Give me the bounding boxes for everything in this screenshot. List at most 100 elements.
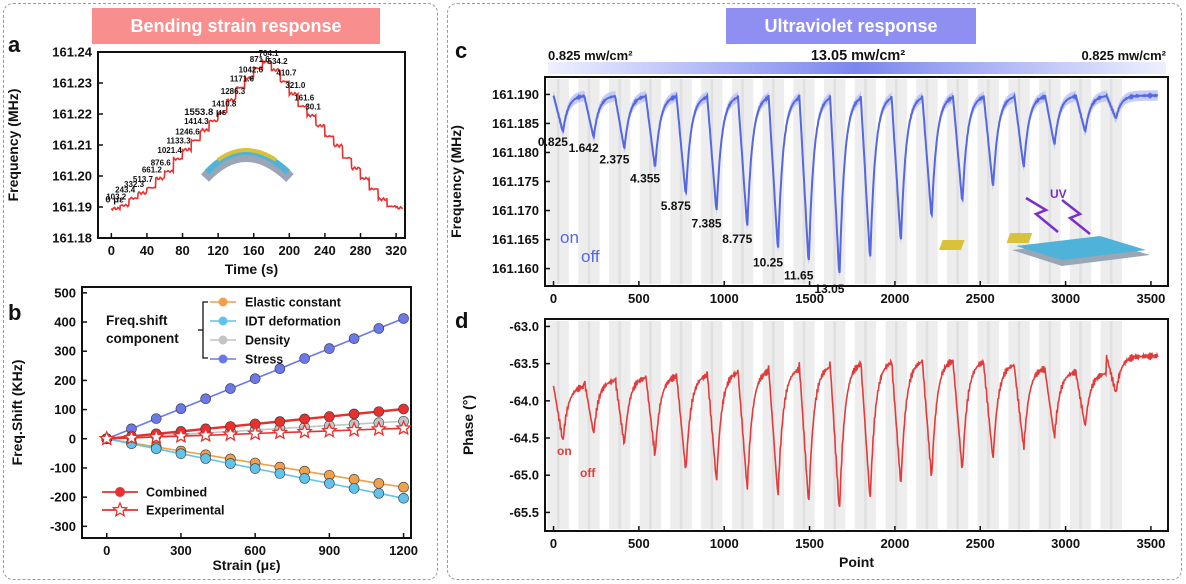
series-point xyxy=(348,333,360,344)
left-panel-frame xyxy=(3,3,438,580)
x-tick-label: 3500 xyxy=(1136,536,1165,551)
series-point xyxy=(200,453,211,464)
x-tick-label: 300 xyxy=(170,543,192,558)
ultraviolet-banner: Ultraviolet response xyxy=(726,8,976,44)
light-switch-band xyxy=(1008,321,1021,529)
y-tick-label: -65.0 xyxy=(509,468,539,483)
x-tick-label: 500 xyxy=(628,291,650,306)
series-point-star xyxy=(197,426,214,443)
light-switch-band xyxy=(578,321,591,529)
legend-label: Experimental xyxy=(146,504,225,518)
x-tick-label: 40 xyxy=(140,243,154,258)
peak-intensity-label: 7.385 xyxy=(692,216,722,230)
y-tick-label: 161.180 xyxy=(492,145,539,160)
series-point xyxy=(398,493,409,504)
chart-c-axes: 0 500 1000 1500 2000 2500 3000 3500 161.160 161.1… xyxy=(448,76,1169,306)
series-point xyxy=(274,363,286,375)
legend-label: Stress xyxy=(245,353,283,367)
strain-annotation: 1042.6 xyxy=(239,65,264,74)
x-tick-label: 2000 xyxy=(880,291,909,306)
y-tick-label: 400 xyxy=(54,315,76,330)
x-tick-label: 3500 xyxy=(1136,291,1165,306)
x-tick-label: 0 xyxy=(108,243,115,258)
light-switch-band xyxy=(710,321,723,529)
x-tick-label: 1500 xyxy=(795,291,824,306)
chart-d-frame xyxy=(544,318,1169,532)
panel-label-b: b xyxy=(8,300,22,325)
intensity-right-label: 0.825 mw/cm² xyxy=(1081,48,1166,63)
legend-bracket xyxy=(202,301,208,359)
light-switch-band xyxy=(741,79,754,284)
intensity-left-label: 0.825 mw/cm² xyxy=(548,48,633,63)
peak-intensity-label: 2.375 xyxy=(599,153,629,167)
light-switch-band xyxy=(824,79,837,284)
light-switch-band xyxy=(578,79,591,284)
x-tick-label: 240 xyxy=(314,243,336,258)
x-tick-label: 160 xyxy=(243,243,265,258)
light-switch-band xyxy=(1008,79,1021,284)
series-point xyxy=(299,353,310,364)
light-switch-band xyxy=(741,321,754,529)
light-switch-band xyxy=(547,321,560,529)
off-label: off xyxy=(581,247,600,266)
light-switch-band xyxy=(894,321,907,529)
peak-intensity-label: 5.875 xyxy=(661,199,691,213)
series-point xyxy=(175,403,187,415)
legend-label: Combined xyxy=(146,486,207,500)
strain-annotation: 704.1 xyxy=(259,49,280,58)
legend-title: Freq.shift xyxy=(106,313,168,328)
series-point xyxy=(150,413,162,424)
y-tick-label: -63.5 xyxy=(509,356,539,371)
y-tick-label: 100 xyxy=(54,402,76,417)
light-switch-band xyxy=(1039,79,1052,284)
on-label: on xyxy=(557,444,572,458)
bending-strain-banner: Bending strain response xyxy=(92,8,380,44)
strain-annotation: 871.6 xyxy=(250,55,271,64)
strain-annotation: 534.2 xyxy=(268,57,289,66)
series-point xyxy=(324,411,335,422)
x-tick-label: 0 xyxy=(550,536,557,551)
off-label: off xyxy=(580,466,596,480)
light-switch-band xyxy=(670,321,683,529)
chart-a-axes: 0 40 80 120 160 200 240 280 320 161.18 161.19 161.2… xyxy=(5,45,407,278)
light-switch-band xyxy=(1017,321,1030,529)
strain-annotation: 1133.3 xyxy=(167,137,192,146)
x-tick-label: 120 xyxy=(207,243,229,258)
light-switch-band xyxy=(824,321,837,529)
strain-annotation: 161.6 xyxy=(294,93,315,102)
strain-annotation: 661.2 xyxy=(142,165,163,174)
x-tick-label: 2500 xyxy=(966,536,995,551)
series-point xyxy=(225,458,236,469)
strain-annotation: 243.4 xyxy=(115,185,136,194)
chart-b-axes: 0 300 600 900 1200 -300 -200 -100 0 100 200 300 400 5… xyxy=(9,285,418,573)
strain-annotation: 1246.6 xyxy=(175,127,200,136)
light-switch-band xyxy=(556,79,569,284)
chart-b-frame xyxy=(81,286,412,539)
x-tick-label: 0 xyxy=(550,291,557,306)
series-point-star xyxy=(98,430,116,446)
light-switch-band xyxy=(864,321,877,529)
chart-d-axes: 0 500 1000 1500 2000 2500 3000 3500 -65.5 -65.0 -6… xyxy=(460,318,1169,570)
legend-title-2: component xyxy=(106,331,179,346)
light-switch-band xyxy=(639,321,652,529)
strain-annotation: 876.6 xyxy=(151,158,172,167)
device-film xyxy=(1016,236,1146,260)
light-switch-band xyxy=(956,321,969,529)
light-switch-band xyxy=(1100,321,1113,529)
light-switch-band xyxy=(916,321,929,529)
light-switch-band xyxy=(556,321,569,529)
uv-bolt-2 xyxy=(1061,199,1091,235)
light-switch-band xyxy=(1069,79,1082,284)
series-point xyxy=(249,463,261,474)
y-tick-label: 300 xyxy=(54,344,76,359)
uv-intensity-bar xyxy=(548,62,1166,74)
legend-label: Elastic constant xyxy=(245,296,342,310)
light-switch-band xyxy=(802,321,815,529)
substrate-arc xyxy=(200,151,294,183)
series-point-star xyxy=(222,425,239,442)
series-point xyxy=(348,408,360,420)
series-point-star xyxy=(172,427,190,444)
legend-label: Density xyxy=(245,334,290,348)
y-tick-label: 161.18 xyxy=(52,231,92,246)
